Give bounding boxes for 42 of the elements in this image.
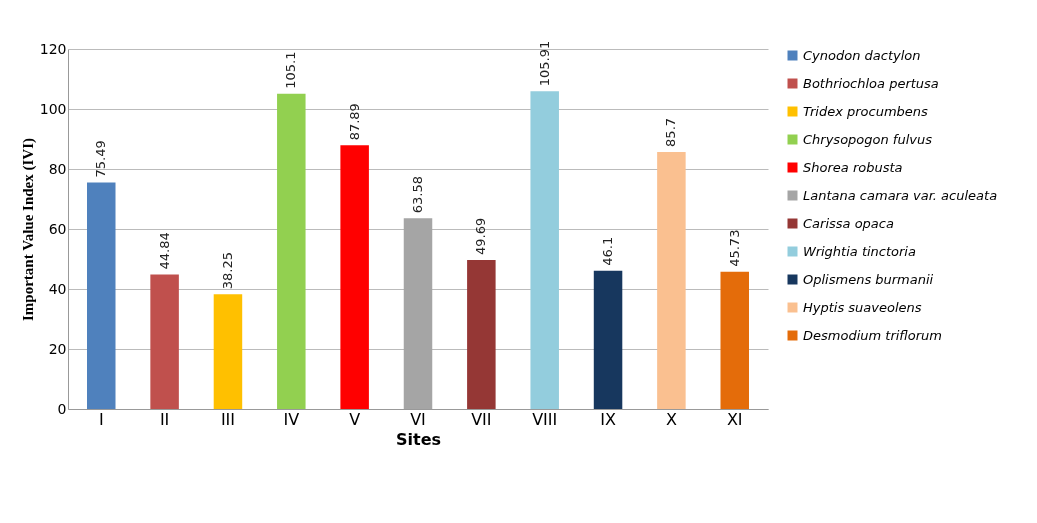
legend-label: Hyptis suaveolens <box>803 299 922 315</box>
y-tick-label: 0 <box>57 400 67 417</box>
y-tick-label: 20 <box>48 340 67 357</box>
data-label: 49.69 <box>473 217 489 255</box>
legend-label: Oplismens burmanii <box>803 271 934 287</box>
x-tick-label: II <box>159 409 170 429</box>
legend-label: Chrysopogon fulvus <box>803 131 933 147</box>
x-tick-label: III <box>220 409 236 429</box>
x-tick-label: I <box>98 409 104 429</box>
x-tick-label: XI <box>726 409 743 429</box>
legend-label: Bothriochloa pertusa <box>803 75 939 91</box>
x-tick-label: IV <box>283 409 300 429</box>
y-tick-label: 120 <box>39 40 67 57</box>
legend-label: Cynodon dactylon <box>803 47 921 63</box>
y-tick-label: 100 <box>39 100 67 117</box>
y-tick-label: 80 <box>48 160 67 177</box>
data-label: 63.58 <box>410 176 425 214</box>
data-label: 105.1 <box>283 51 299 89</box>
legend-label: Carissa opaca <box>803 215 894 231</box>
legend-label: Tridex procumbens <box>803 103 929 119</box>
data-label: 38.25 <box>219 252 235 290</box>
legend-label: Wrightia tinctoria <box>803 243 916 259</box>
x-tick-label: VIII <box>532 409 558 429</box>
y-tick-label: 60 <box>48 220 67 237</box>
legend-label: Shorea robusta <box>803 159 903 175</box>
x-tick-label: VI <box>410 409 426 429</box>
data-label: 44.84 <box>156 232 172 270</box>
x-tick-label: V <box>349 409 361 429</box>
x-tick-label: IX <box>600 409 616 429</box>
data-label: 87.89 <box>346 103 362 141</box>
y-axis-title: Important Value Index (IVI) <box>19 138 37 321</box>
data-label: 105.91 <box>536 40 552 87</box>
x-tick-label: VII <box>471 409 492 429</box>
data-label: 45.73 <box>726 229 742 267</box>
legend-label: Lantana camara var. aculeata <box>803 187 998 203</box>
x-axis-title: Sites <box>395 429 442 449</box>
data-label: 46.1 <box>600 236 616 266</box>
y-tick-label: 40 <box>48 280 67 297</box>
data-label: 85.7 <box>663 117 679 147</box>
legend-label: Desmodium triflorum <box>803 327 942 343</box>
data-label: 75.49 <box>93 140 109 178</box>
x-tick-label: X <box>665 409 677 429</box>
